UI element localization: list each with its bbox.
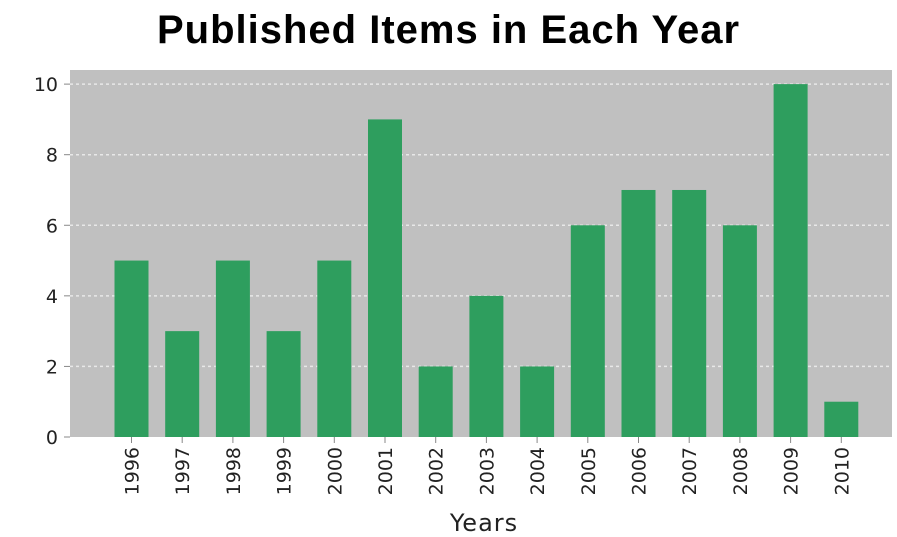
x-tick-label: 2010	[831, 447, 853, 495]
bar-2003	[469, 295, 504, 437]
x-tick-label: 2008	[730, 447, 752, 495]
x-tick-label: 2000	[324, 447, 346, 495]
x-tick-label: 2001	[375, 447, 397, 495]
bar-2008	[722, 225, 757, 437]
bar-2009	[773, 84, 808, 437]
bar-2006	[621, 189, 656, 437]
y-tick-label: 6	[46, 215, 58, 237]
bar-2005	[570, 225, 605, 437]
y-tick-label: 0	[46, 427, 58, 449]
bar-1996	[114, 260, 149, 437]
x-tick-label: 1997	[172, 447, 194, 495]
chart-title: Published Items in Each Year	[156, 8, 741, 52]
y-tick-label: 4	[46, 286, 58, 308]
y-axis: 0 2 4 6 8 10	[34, 74, 70, 449]
y-tick-label: 2	[46, 356, 58, 378]
x-tick-label: 1996	[122, 447, 144, 495]
x-axis: 1996 1997 1998 1999 2000 2001 2002 2003 2004 2005…	[122, 437, 853, 495]
x-tick-label: 2002	[426, 447, 448, 495]
bar-1999	[266, 331, 301, 437]
bar-1998	[215, 260, 250, 437]
bar-1997	[165, 331, 200, 437]
y-tick-label: 8	[46, 145, 58, 167]
y-tick-label: 10	[34, 74, 58, 96]
x-tick-label: 2009	[781, 447, 803, 495]
bar-2007	[672, 189, 707, 437]
bar-2001	[368, 119, 402, 438]
bar-2002	[418, 366, 453, 437]
x-tick-label: 1999	[274, 447, 296, 495]
bar-2010	[824, 401, 859, 437]
x-tick-label: 2004	[527, 447, 549, 495]
x-tick-label: 2006	[629, 447, 651, 495]
x-tick-label: 1998	[223, 447, 245, 495]
x-tick-label: 2003	[476, 447, 498, 495]
bar-2000	[317, 260, 352, 437]
x-tick-label: 2005	[578, 447, 600, 495]
x-axis-label: Years	[449, 509, 518, 537]
bars	[114, 84, 859, 438]
bar-2004	[520, 366, 555, 437]
x-tick-label: 2007	[679, 447, 701, 495]
